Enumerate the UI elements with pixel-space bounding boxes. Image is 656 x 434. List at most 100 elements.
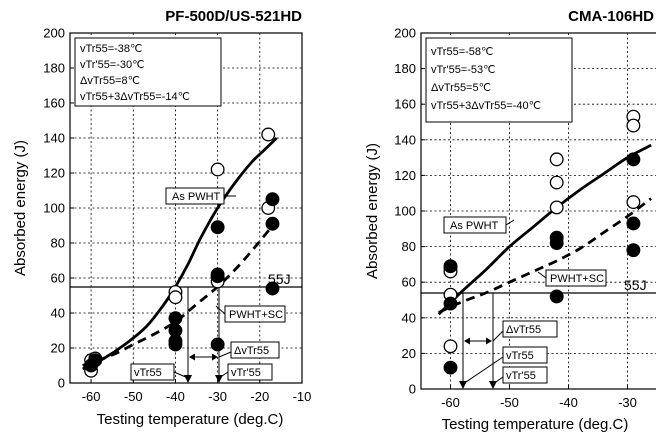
chart-right-pwht-sc-point-8 <box>626 243 641 258</box>
chart-left-ytick-label-2: 40 <box>51 306 65 321</box>
chart-right-55j-label: 55J <box>624 277 647 293</box>
chart-left-pwht-sc-label: PWHT+SC <box>229 309 283 321</box>
chart-right-ytick-label-4: 80 <box>402 239 416 254</box>
chart-right-vtrp55-label: vTr'55 <box>506 370 536 382</box>
chart-left-points <box>84 127 280 378</box>
chart-right-ytick-label-1: 20 <box>402 346 416 361</box>
chart-left-pwht-sc-leader <box>215 305 226 315</box>
chart-left-legend-line-4: vTr55+3ΔvTr55=-14℃ <box>80 91 190 103</box>
chart-right-title: CMA-106HD <box>568 8 654 25</box>
chart-right-pwht-sc-point-2 <box>443 360 458 375</box>
chart-right-y-ticks: 0 20 40 60 80 100 120 140 160 180 200 <box>394 26 425 397</box>
chart-left-ytick-label-9: 180 <box>43 61 65 76</box>
chart-right-ytick-label-10: 200 <box>394 26 416 41</box>
chart-right-pwht-sc-point-5 <box>549 289 564 304</box>
chart-left-pwht-sc-point-2 <box>168 311 183 326</box>
chart-right-as-pwht-point-9 <box>626 195 641 210</box>
chart-right-pwht-sc-leader <box>537 271 547 279</box>
chart-right-vtr55-box <box>502 346 548 364</box>
chart-right-pwht-sc-point-0 <box>443 259 458 274</box>
chart-right-vtrp55-leader <box>492 376 504 385</box>
chart-right-as-pwht-point-8 <box>626 118 641 133</box>
chart-right-legend-box <box>425 37 573 123</box>
chart-right-legend-line-1: vTr55=-58℃ <box>431 46 493 58</box>
chart-right-legend-line-2: vTr'55=-53℃ <box>431 64 496 76</box>
chart-right-pwht-sc-point-7 <box>626 216 641 231</box>
chart-left-ytick-label-8: 160 <box>43 96 65 111</box>
chart-right-ytick-label-6: 120 <box>394 168 416 183</box>
chart-left-ytick-label-0: 0 <box>58 376 65 391</box>
chart-right-ytick-label-0: 0 <box>409 382 416 397</box>
chart-right-y-axis-label: Absorbed energy (J) <box>364 143 381 279</box>
chart-right-legend-line-3: ΔvTr55=5℃ <box>431 82 491 94</box>
chart-right-ytick-label-7: 140 <box>394 132 416 147</box>
chart-left-xtick-label-4: -20 <box>250 389 269 404</box>
chart-right-ytick-label-3: 60 <box>402 275 416 290</box>
chart-left-pwht-sc-point-9 <box>210 337 225 352</box>
chart-left-xtick-label-0: -60 <box>82 389 101 404</box>
chart-right-ytick-label-2: 40 <box>402 310 416 325</box>
chart-right-delta-box <box>502 320 558 338</box>
chart-left-pwht-sc-point-5 <box>168 334 183 348</box>
chart-left-vtrp55-label: vTr'55 <box>231 367 261 379</box>
chart-left-as-pwht-point-5 <box>210 162 225 177</box>
chart-left-delta-arrowhead-right <box>212 353 218 361</box>
chart-left-ytick-label-3: 60 <box>51 271 65 286</box>
chart-left-xtick-label-3: -30 <box>208 389 227 404</box>
chart-right-pwht-sc-label: PWHT+SC <box>550 273 604 285</box>
chart-left-pwht-sc-point-6 <box>210 220 225 235</box>
chart-left-title: PF-500D/US-521HD <box>165 8 302 25</box>
chart-left-legend-box <box>74 37 222 107</box>
chart-right-ytick-label-8: 160 <box>394 97 416 112</box>
chart-right: CMA-106HD 0 20 40 60 80 100 120 140 160 180 200 -6… <box>364 8 656 433</box>
chart-left-delta-leader <box>218 351 232 358</box>
chart-right-vtrp55-box <box>502 366 548 384</box>
chart-left-delta-box <box>230 341 280 359</box>
chart-right-as-pwht-curve <box>437 143 652 316</box>
chart-right-delta-arrowhead-right <box>486 337 492 345</box>
chart-left-ytick-label-1: 20 <box>51 341 65 356</box>
chart-left-as-pwht-point-7 <box>261 127 276 142</box>
chart-right-delta-label: ΔvTr55 <box>506 324 541 336</box>
chart-right-as-pwht-point-3 <box>443 339 458 354</box>
chart-right-legend-line-4: vTr55+3ΔvTr55=-40℃ <box>431 100 541 112</box>
chart-left-vtr55-arrowhead <box>184 375 192 383</box>
chart-left-legend-line-3: ΔvTr55=8℃ <box>80 75 140 87</box>
chart-left: PF-500D/US-521HD 0 20 40 60 80 100 120 140 160 18… <box>12 8 311 428</box>
chart-right-pwht-sc-point-6 <box>626 152 641 167</box>
chart-right-x-axis-label: Testing temperature (deg.C) <box>442 416 629 433</box>
chart-right-xtick-label-2: -40 <box>559 395 578 410</box>
chart-left-y-ticks: 0 20 40 60 80 100 120 140 160 180 200 <box>43 26 74 391</box>
chart-left-vtr55-leader <box>173 371 189 379</box>
chart-left-ytick-label-10: 200 <box>43 26 65 41</box>
chart-left-legend-line-2: vTr'55=-30℃ <box>80 59 145 71</box>
chart-right-pwht-sc-curve <box>438 197 652 314</box>
chart-left-xtick-label-5: -10 <box>293 389 312 404</box>
chart-left-vtr55-label: vTr55 <box>134 367 162 379</box>
chart-left-ytick-label-7: 140 <box>43 131 65 146</box>
chart-left-as-pwht-label: As PWHT <box>172 191 221 203</box>
chart-right-xtick-label-0: -60 <box>441 395 460 410</box>
chart-left-as-pwht-point-4 <box>168 290 183 305</box>
chart-left-pwht-sc-point-8 <box>210 269 225 284</box>
chart-right-pwht-sc-point-4 <box>549 236 564 250</box>
chart-left-ytick-label-6: 120 <box>43 166 65 181</box>
chart-right-pwht-sc-point-1 <box>443 296 458 311</box>
chart-left-xtick-label-1: -50 <box>124 389 143 404</box>
chart-left-pwht-sc-point-12 <box>265 281 280 296</box>
chart-left-ytick-label-4: 80 <box>51 236 65 251</box>
chart-left-delta-label: ΔvTr55 <box>234 345 269 357</box>
chart-left-pwht-sc-point-11 <box>265 216 280 231</box>
chart-right-delta-leader <box>492 330 504 342</box>
chart-left-x-axis-label: Testing temperature (deg.C) <box>97 411 284 428</box>
chart-right-as-pwht-point-6 <box>549 200 564 215</box>
chart-left-delta-arrowhead-left <box>189 353 195 361</box>
chart-right-xtick-label-3: -30 <box>618 395 637 410</box>
chart-left-x-ticks: -60 -50 -40 -30 -20 -10 <box>82 379 312 404</box>
chart-right-vtr55-leader <box>462 356 504 385</box>
chart-right-as-pwht-point-5 <box>549 175 564 190</box>
chart-left-pwht-sc-point-1 <box>88 353 103 368</box>
chart-right-points <box>443 109 641 375</box>
chart-right-vtr55-label: vTr55 <box>506 350 534 362</box>
